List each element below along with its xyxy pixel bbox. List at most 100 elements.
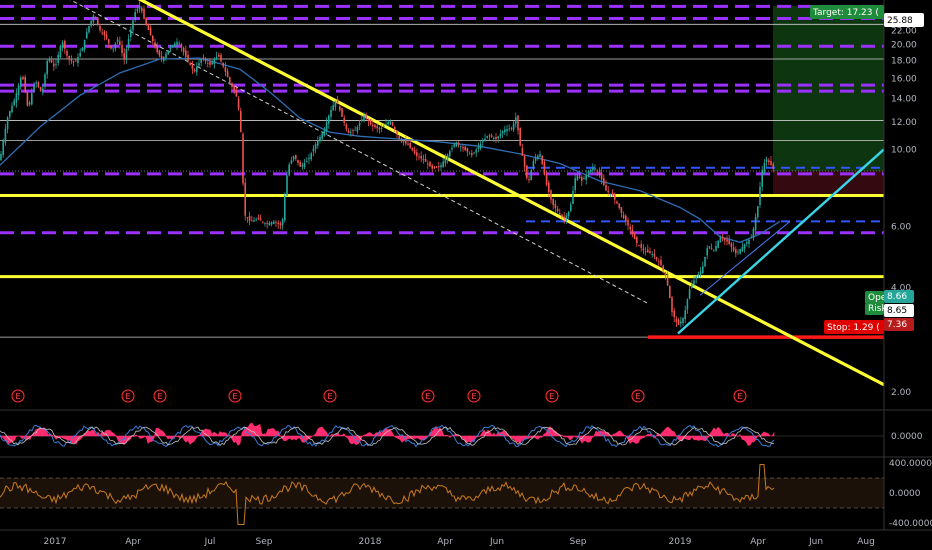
- moving-average-line: [0, 57, 781, 243]
- candle-body: [486, 135, 488, 138]
- candle-body: [508, 128, 510, 130]
- earnings-marker: [323, 389, 337, 403]
- candle-body: [169, 47, 172, 50]
- candle-body: [198, 63, 200, 66]
- candle-body: [365, 114, 367, 119]
- candle-body: [13, 100, 15, 106]
- price-tag-label: Ope: [868, 293, 887, 303]
- candle-body: [152, 35, 154, 42]
- candle-body: [259, 218, 262, 221]
- candle-body: [563, 216, 565, 219]
- candle-body: [387, 122, 389, 125]
- earnings-marker-label: E: [327, 392, 332, 401]
- candle-body: [759, 186, 761, 205]
- candle-body: [224, 67, 227, 72]
- candle-body: [299, 161, 301, 167]
- candle-body: [662, 265, 664, 271]
- candle-body: [429, 161, 431, 167]
- candle-body: [123, 53, 125, 60]
- candle-body: [134, 11, 136, 21]
- candle-body: [380, 128, 383, 129]
- candle-body: [537, 155, 539, 159]
- candle-body: [493, 137, 495, 139]
- candle-body: [15, 93, 18, 103]
- candle-body: [620, 207, 623, 213]
- candle-body: [396, 130, 398, 135]
- candle-body: [70, 59, 73, 61]
- candle-body: [724, 238, 726, 241]
- candle-body: [614, 193, 616, 200]
- candle-body: [526, 165, 528, 179]
- candle-body: [457, 142, 460, 145]
- candle-body: [97, 17, 99, 25]
- candle-body: [636, 237, 638, 244]
- candle-body: [669, 286, 671, 299]
- candle-body: [196, 66, 198, 73]
- candle-body: [501, 131, 504, 134]
- earnings-marker-label: E: [425, 392, 430, 401]
- candle-body: [266, 223, 268, 224]
- candle-body: [330, 109, 332, 117]
- candle-body: [343, 118, 345, 123]
- candle-body: [466, 148, 469, 152]
- candle-body: [176, 41, 178, 46]
- candle-body: [616, 201, 618, 204]
- candle-body: [268, 222, 271, 226]
- candle-body: [336, 99, 339, 105]
- candle-body: [653, 253, 656, 257]
- candle-body: [682, 318, 684, 324]
- candle-body: [702, 266, 704, 274]
- candle-body: [453, 144, 455, 147]
- candle-body: [44, 74, 46, 87]
- candle-body: [541, 156, 543, 164]
- time-tick-label: Jun: [489, 537, 504, 547]
- candle-body: [345, 124, 348, 129]
- candle-body: [83, 39, 86, 50]
- candle-body: [204, 60, 207, 62]
- price-tag: [884, 318, 914, 331]
- candle-body: [347, 130, 350, 134]
- candle-body: [732, 247, 735, 251]
- candle-body: [477, 146, 480, 149]
- candle-body: [9, 111, 11, 117]
- candle-body: [306, 161, 308, 163]
- trendlines: [69, 0, 885, 387]
- candle-body: [222, 62, 224, 67]
- candle-body: [482, 141, 484, 143]
- candle-body: [290, 160, 293, 164]
- candle-body: [255, 219, 257, 221]
- time-tick-label: Apr: [750, 537, 766, 547]
- earnings-marker-label: E: [157, 392, 162, 401]
- earnings-marker-label: E: [471, 392, 476, 401]
- candle-body: [539, 153, 541, 157]
- candle-body: [587, 171, 590, 174]
- candle-body: [121, 45, 123, 54]
- candle-body: [207, 62, 209, 64]
- candle-body: [149, 27, 152, 36]
- candle-body: [218, 54, 220, 57]
- candle-body: [92, 15, 95, 22]
- candle-body: [163, 57, 165, 62]
- cci-tick-label: 0.0000: [889, 489, 921, 499]
- candle-body: [325, 122, 328, 132]
- candle-body: [609, 193, 612, 195]
- candle-body: [585, 174, 587, 180]
- candle-body: [715, 246, 717, 251]
- candle-body: [627, 220, 629, 226]
- candle-body: [171, 45, 174, 47]
- candle-body: [625, 215, 627, 222]
- candle-body: [649, 251, 651, 254]
- cci-panel: [0, 456, 932, 525]
- candle-body: [504, 129, 506, 133]
- candle-body: [64, 40, 66, 49]
- candle-body: [521, 147, 524, 156]
- candle-body: [167, 50, 169, 55]
- candle-body: [644, 251, 647, 253]
- candle-body: [2, 140, 4, 156]
- candle-body: [277, 222, 279, 224]
- candle-body: [286, 175, 288, 196]
- candle-body: [281, 219, 284, 226]
- candle-body: [451, 147, 453, 150]
